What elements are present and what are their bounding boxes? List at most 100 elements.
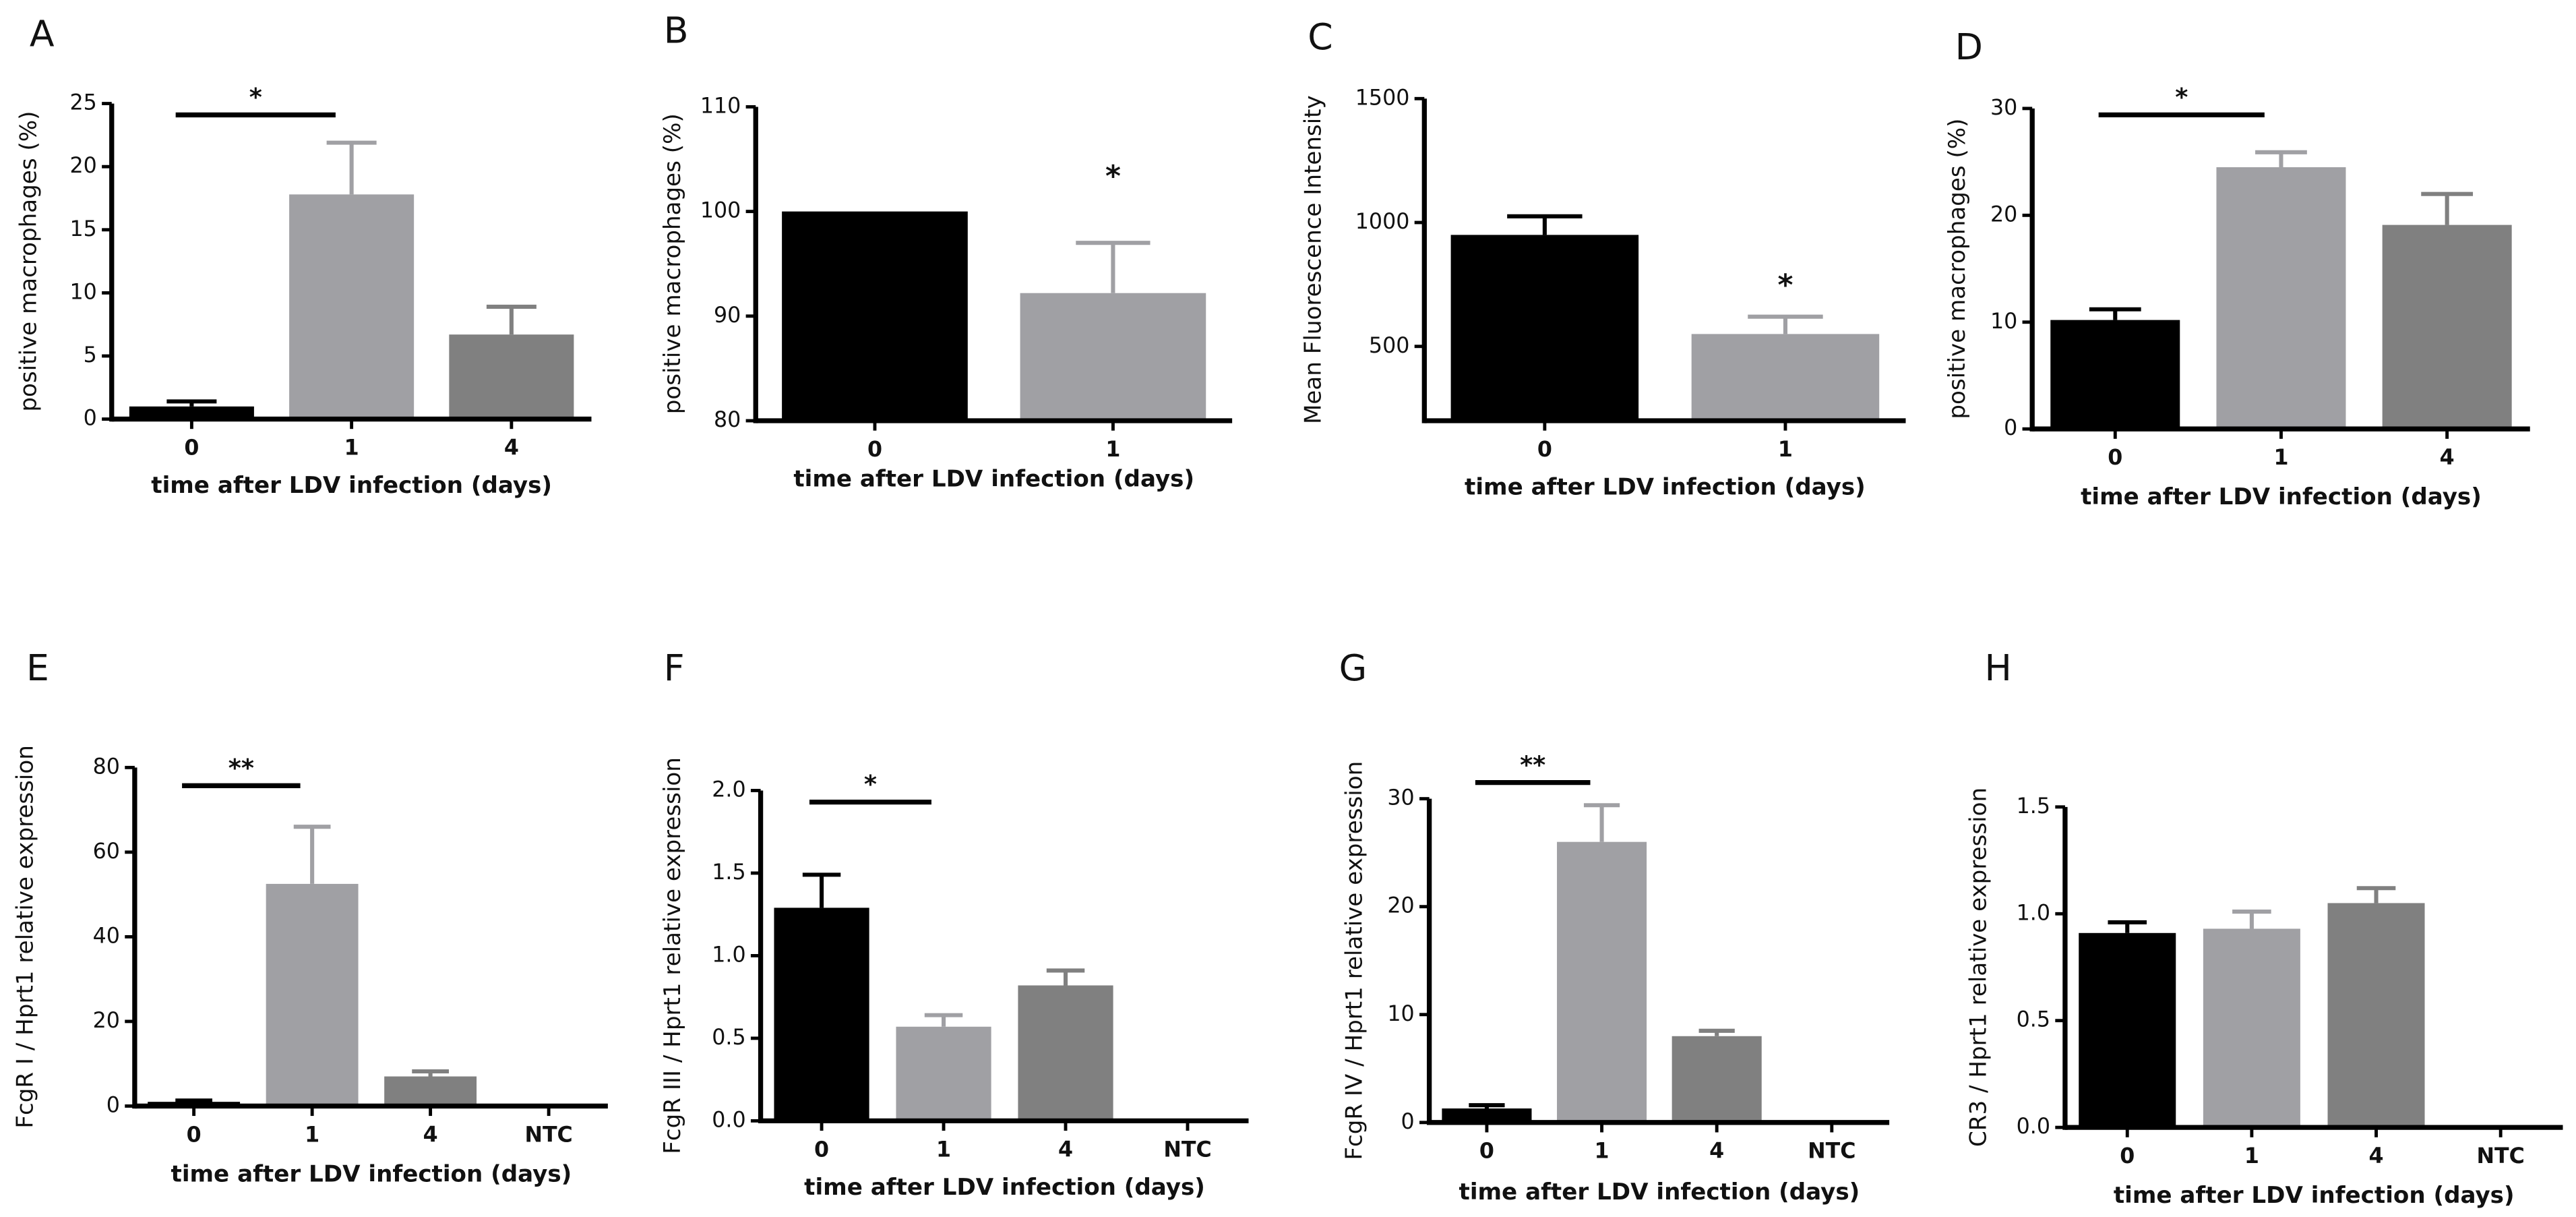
y-tick-label: 0.5 [2017, 1008, 2050, 1032]
y-tick-label: 20 [93, 1009, 120, 1033]
x-tick-label: 4 [1058, 1137, 1073, 1162]
bar [1450, 235, 1639, 421]
significance-label: * [1105, 159, 1121, 194]
significance-label: ** [228, 753, 254, 782]
y-tick-label: 80 [93, 754, 120, 779]
x-tick-label: 1 [2273, 446, 2288, 470]
y-axis-label: FcgR III / Hprt1 relative expression [659, 757, 686, 1154]
bar [1691, 334, 1880, 421]
y-tick-label: 20 [70, 154, 97, 178]
panel-label: C [1308, 16, 1332, 58]
x-tick-label: 1 [1778, 438, 1793, 462]
y-tick-label: 40 [93, 924, 120, 948]
panel-label: H [1985, 647, 2012, 689]
y-tick-label: 100 [700, 199, 741, 223]
bar [266, 883, 359, 1106]
x-tick-label: 1 [2244, 1144, 2259, 1168]
y-tick-label: 0 [106, 1093, 120, 1117]
x-tick-label: 1 [1595, 1139, 1609, 1164]
x-axis-label: time after LDV infection (days) [1465, 473, 1866, 500]
y-axis-label: FcgR IV / Hprt1 relative expression [1341, 761, 1368, 1160]
bar [384, 1076, 477, 1106]
x-axis-label: time after LDV infection (days) [151, 472, 552, 499]
x-tick-label: NTC [2477, 1144, 2525, 1168]
bar [1442, 1108, 1532, 1123]
y-axis-label: positive macrophages (%) [659, 113, 686, 414]
y-tick-label: 0.0 [712, 1108, 745, 1132]
bar [2050, 320, 2180, 429]
y-tick-label: 30 [1990, 96, 2017, 120]
panel-label: B [664, 9, 689, 51]
bar [2216, 167, 2346, 429]
bar [2079, 932, 2176, 1128]
panel-label: D [1955, 26, 1983, 68]
x-tick-label: 1 [305, 1123, 319, 1147]
x-tick-label: 0 [187, 1123, 202, 1147]
x-axis-label: time after LDV infection (days) [2081, 483, 2482, 510]
x-axis-label: time after LDV infection (days) [2114, 1182, 2515, 1209]
x-axis-label: time after LDV infection (days) [804, 1174, 1205, 1201]
y-axis-label: positive macrophages (%) [15, 111, 42, 412]
x-tick-label: 4 [2369, 1144, 2384, 1168]
y-axis-label: FcgR I / Hprt1 relative expression [12, 745, 39, 1129]
x-tick-label: NTC [1808, 1139, 1856, 1164]
significance-label: * [2175, 83, 2188, 112]
panel-label: F [664, 647, 685, 689]
y-tick-label: 10 [70, 280, 97, 304]
y-axis-label: positive macrophages (%) [1944, 118, 1971, 419]
bar [2327, 903, 2425, 1128]
y-tick-label: 0.5 [712, 1026, 745, 1050]
bar [2203, 928, 2300, 1128]
bar [782, 211, 968, 421]
y-tick-label: 500 [1369, 334, 1409, 358]
y-tick-label: 0 [2004, 416, 2017, 440]
y-tick-label: 25 [70, 91, 97, 115]
y-tick-label: 90 [714, 303, 741, 328]
y-tick-label: 1000 [1355, 210, 1410, 234]
significance-label: * [864, 770, 877, 799]
y-axis-label: Mean Fluorescence Intensity [1300, 95, 1327, 424]
x-tick-label: NTC [1163, 1137, 1211, 1162]
x-tick-label: NTC [524, 1123, 572, 1147]
bar [129, 406, 254, 419]
bar [2382, 225, 2512, 429]
x-tick-label: 0 [184, 436, 199, 460]
y-tick-label: 0 [1401, 1110, 1415, 1134]
x-axis-label: time after LDV infection (days) [1459, 1179, 1860, 1206]
x-axis-label: time after LDV infection (days) [793, 465, 1194, 492]
bar [1020, 293, 1206, 421]
y-tick-label: 1.0 [2017, 901, 2050, 925]
significance-label: ** [1520, 750, 1545, 779]
y-tick-label: 1.0 [712, 943, 745, 967]
y-tick-label: 0.0 [2017, 1115, 2050, 1139]
bar [1672, 1036, 1762, 1123]
y-tick-label: 5 [84, 343, 97, 367]
y-tick-label: 15 [70, 217, 97, 241]
y-tick-label: 1500 [1355, 86, 1410, 110]
bar [896, 1026, 991, 1121]
y-tick-label: 1.5 [712, 860, 745, 885]
significance-label: * [249, 83, 262, 112]
bar [289, 194, 415, 419]
y-tick-label: 2.0 [712, 777, 745, 802]
y-tick-label: 30 [1387, 786, 1414, 810]
x-tick-label: 1 [1105, 438, 1120, 462]
x-tick-label: 4 [504, 436, 519, 460]
y-tick-label: 60 [93, 839, 120, 864]
x-tick-label: 0 [867, 438, 882, 462]
x-tick-label: 4 [1709, 1139, 1724, 1164]
y-tick-label: 80 [714, 408, 741, 432]
x-tick-label: 0 [1479, 1139, 1494, 1164]
y-tick-label: 1.5 [2017, 794, 2050, 819]
significance-label: * [1777, 268, 1793, 303]
x-tick-label: 4 [423, 1123, 438, 1147]
panel-label: E [26, 647, 49, 689]
y-tick-label: 10 [1990, 309, 2017, 334]
y-tick-label: 110 [700, 94, 741, 118]
y-tick-label: 0 [84, 407, 97, 431]
x-tick-label: 1 [344, 436, 359, 460]
x-tick-label: 0 [2120, 1144, 2135, 1168]
bar [1018, 985, 1113, 1121]
